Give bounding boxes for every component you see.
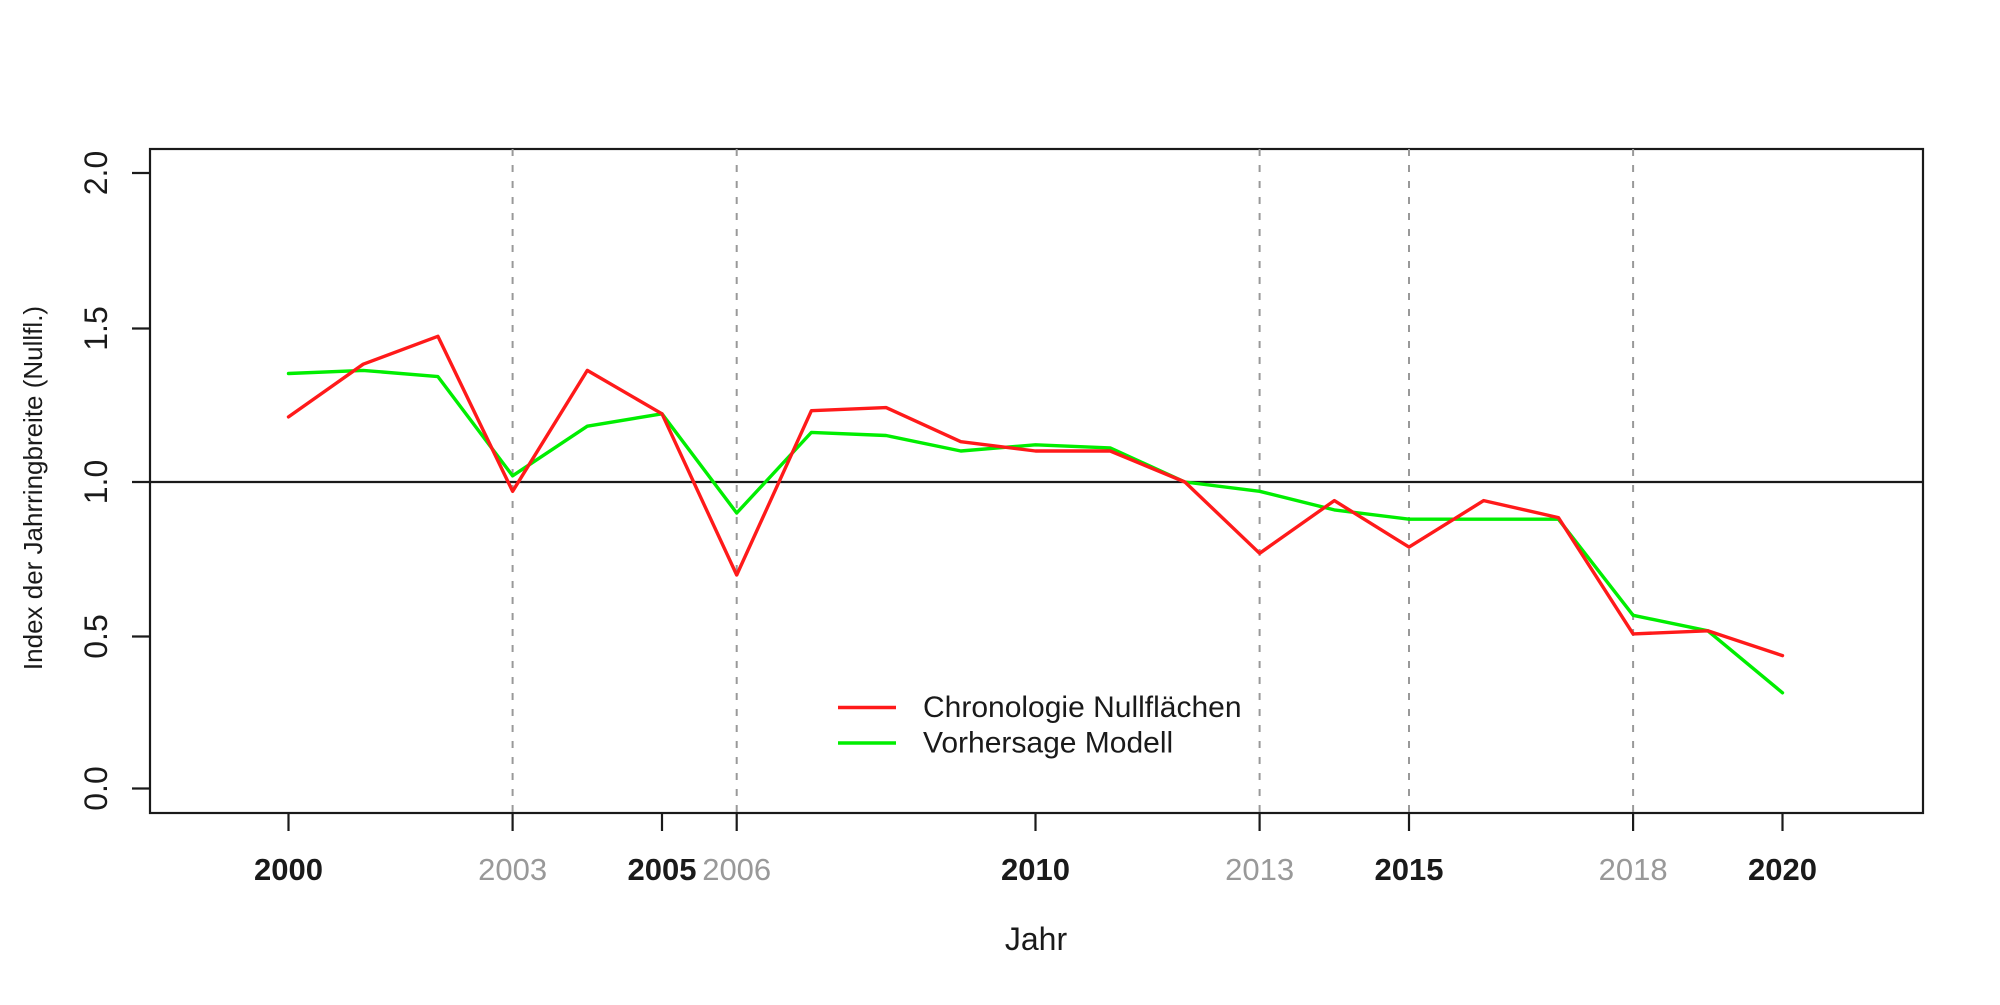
svg-text:2015: 2015 xyxy=(1375,852,1444,887)
svg-text:2003: 2003 xyxy=(478,852,547,887)
svg-text:2020: 2020 xyxy=(1748,852,1817,887)
svg-text:1.5: 1.5 xyxy=(78,306,114,350)
svg-text:0.5: 0.5 xyxy=(78,614,114,658)
svg-text:2010: 2010 xyxy=(1001,852,1070,887)
svg-text:Chronologie Nullflächen: Chronologie Nullflächen xyxy=(923,691,1242,724)
svg-text:Vorhersage Modell: Vorhersage Modell xyxy=(923,727,1173,760)
svg-text:2000: 2000 xyxy=(254,852,323,887)
svg-text:Index der Jahrringbreite (Null: Index der Jahrringbreite (Nullfl.) xyxy=(18,306,48,670)
svg-text:2013: 2013 xyxy=(1225,852,1294,887)
svg-text:2.0: 2.0 xyxy=(78,151,114,195)
svg-text:0.0: 0.0 xyxy=(78,766,114,810)
svg-text:1.0: 1.0 xyxy=(78,460,114,504)
svg-text:2005: 2005 xyxy=(628,852,697,887)
svg-text:2018: 2018 xyxy=(1599,852,1668,887)
svg-text:Jahr: Jahr xyxy=(1005,921,1068,957)
svg-text:2006: 2006 xyxy=(702,852,771,887)
